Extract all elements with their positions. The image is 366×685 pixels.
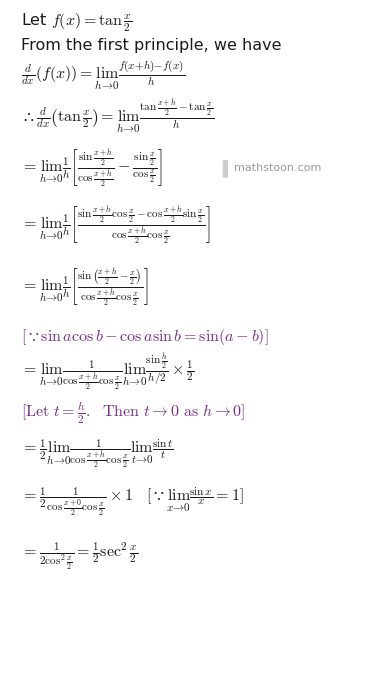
Text: $= \frac{1}{2} \frac{1}{\cos \frac{x+0}{2} \cos \frac{x}{2}} \times 1 \quad [\be: $= \frac{1}{2} \frac{1}{\cos \frac{x+0}{… <box>21 486 244 518</box>
Text: $= \lim_{h\to 0} \frac{1}{h}\left[\frac{\sin \frac{x+h}{2} \cos \frac{x}{2} - \c: $= \lim_{h\to 0} \frac{1}{h}\left[\frac{… <box>21 206 212 247</box>
Text: Let $f(x) = \tan \frac{x}{2}$: Let $f(x) = \tan \frac{x}{2}$ <box>21 11 132 34</box>
Text: $= \frac{1}{2} \lim_{h\to 0} \frac{1}{\cos \frac{x+h}{2} \cos \frac{x}{2}} \lim_: $= \frac{1}{2} \lim_{h\to 0} \frac{1}{\c… <box>21 438 174 471</box>
Text: $= \lim_{h\to 0} \frac{1}{h}\left[\frac{\sin\left(\frac{x+h}{2} - \frac{x}{2}\ri: $= \lim_{h\to 0} \frac{1}{h}\left[\frac{… <box>21 267 149 308</box>
Text: $= \lim_{h\to 0} \frac{1}{h}\left[\frac{\sin \frac{x+h}{2}}{\cos \frac{x+h}{2}} : $= \lim_{h\to 0} \frac{1}{h}\left[\frac{… <box>21 148 163 189</box>
Text: From the first principle, we have: From the first principle, we have <box>21 38 282 53</box>
Text: $= \lim_{h\to 0} \frac{1}{\cos \frac{x+h}{2} \cos \frac{x}{2}} \lim_{h\to 0} \fr: $= \lim_{h\to 0} \frac{1}{\cos \frac{x+h… <box>21 351 195 392</box>
Text: mathstoon.com: mathstoon.com <box>234 163 321 173</box>
Text: $= \frac{1}{2\cos^2 \frac{x}{2}} = \frac{1}{2} \sec^2 \frac{x}{2}$: $= \frac{1}{2\cos^2 \frac{x}{2}} = \frac… <box>21 540 139 572</box>
FancyBboxPatch shape <box>223 160 228 177</box>
Text: $[\mathrm{Let}\ t = \frac{h}{2}.\ \ \mathrm{Then}\ t \to 0\ \mathrm{as}\ h \to 0: $[\mathrm{Let}\ t = \frac{h}{2}.\ \ \mat… <box>21 401 246 426</box>
Text: $\frac{d}{dx}(f(x)) = \lim_{h\to 0} \frac{f(x+h)-f(x)}{h}$: $\frac{d}{dx}(f(x)) = \lim_{h\to 0} \fra… <box>21 60 186 92</box>
Text: $[\because \sin a \cos b - \cos a \sin b = \sin(a-b)]$: $[\because \sin a \cos b - \cos a \sin b… <box>21 327 269 347</box>
Text: $\therefore \frac{d}{dx}\left(\tan \frac{x}{2}\right) = \lim_{h\to 0} \frac{\tan: $\therefore \frac{d}{dx}\left(\tan \frac… <box>21 97 215 136</box>
